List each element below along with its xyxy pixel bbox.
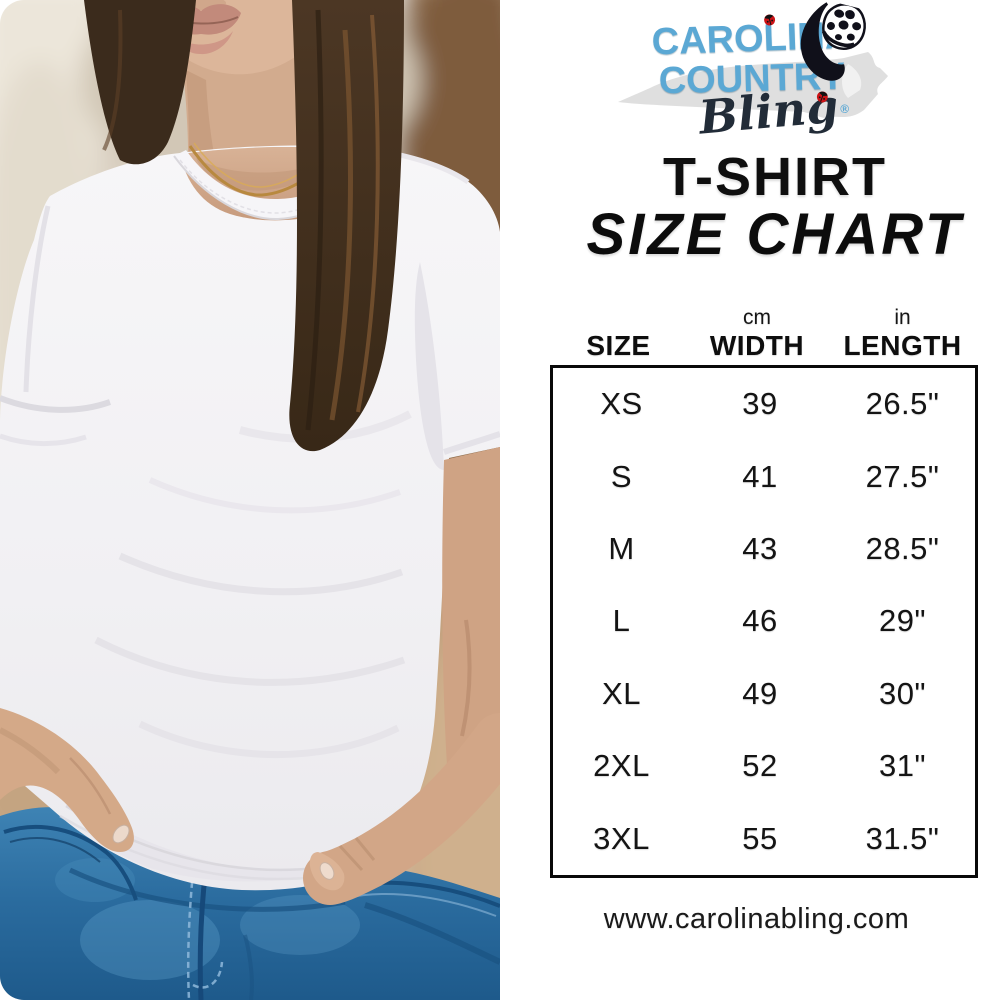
size-table: XS 39 26.5" S 41 27.5" M 43 28.5" L 46 2… [550, 365, 978, 878]
page-title: T-SHIRT [663, 147, 887, 207]
table-row: L 46 29" [553, 585, 975, 657]
cowboy-hat-icon [800, 2, 866, 81]
right-arm [303, 431, 500, 905]
table-row: M 43 28.5" [553, 513, 975, 585]
hair [84, 0, 404, 452]
ladybug-icon [764, 14, 776, 26]
cell-length: 27.5" [865, 458, 940, 494]
cell-size: XS [600, 386, 643, 422]
cell-size: 3XL [593, 820, 650, 856]
table-header: SIZE cm WIDTH in LENGTH [550, 305, 978, 362]
cell-width: 39 [742, 386, 778, 422]
ladybug-icon [816, 91, 828, 103]
table-row: S 41 27.5" [553, 440, 975, 512]
cell-size: XL [602, 675, 641, 711]
cell-width: 49 [742, 675, 778, 711]
header-width-label: WIDTH [709, 330, 805, 361]
cell-length: 31" [879, 748, 926, 784]
brand-logo: CAROLINA COUNTRY Bling® [596, 2, 908, 145]
cell-size: M [608, 531, 635, 567]
cell-length: 31.5" [865, 820, 940, 856]
cell-size: 2XL [593, 748, 650, 784]
cell-width: 41 [742, 458, 778, 494]
cell-size: L [612, 603, 631, 639]
cell-length: 26.5" [865, 386, 940, 422]
table-row: 2XL 52 31" [553, 730, 975, 802]
page-subtitle: SIZE CHART [586, 202, 964, 267]
cell-width: 46 [742, 603, 778, 639]
cell-size: S [610, 458, 633, 494]
unit-cm: cm [743, 306, 771, 329]
model-photo [0, 0, 500, 1000]
cell-length: 29" [879, 603, 926, 639]
header-length-label: LENGTH [843, 330, 962, 361]
cell-width: 43 [742, 531, 778, 567]
header-length: in LENGTH [827, 305, 978, 362]
header-width: cm WIDTH [687, 305, 827, 362]
cell-width: 52 [742, 748, 778, 784]
table-row: XL 49 30" [553, 658, 975, 730]
cell-width: 55 [742, 820, 778, 856]
left-hand [0, 708, 134, 852]
website-url: www.carolinabling.com [603, 903, 910, 935]
registered-mark: ® [839, 101, 850, 117]
size-chart-panel: CAROLINA COUNTRY Bling® [500, 0, 1000, 1000]
unit-in: in [894, 306, 911, 329]
cell-length: 28.5" [865, 531, 940, 567]
header-size: SIZE [550, 305, 687, 362]
cell-length: 30" [879, 675, 926, 711]
table-row: 3XL 55 31.5" [553, 803, 975, 875]
header-size-label: SIZE [586, 330, 651, 361]
table-row: XS 39 26.5" [553, 368, 975, 440]
